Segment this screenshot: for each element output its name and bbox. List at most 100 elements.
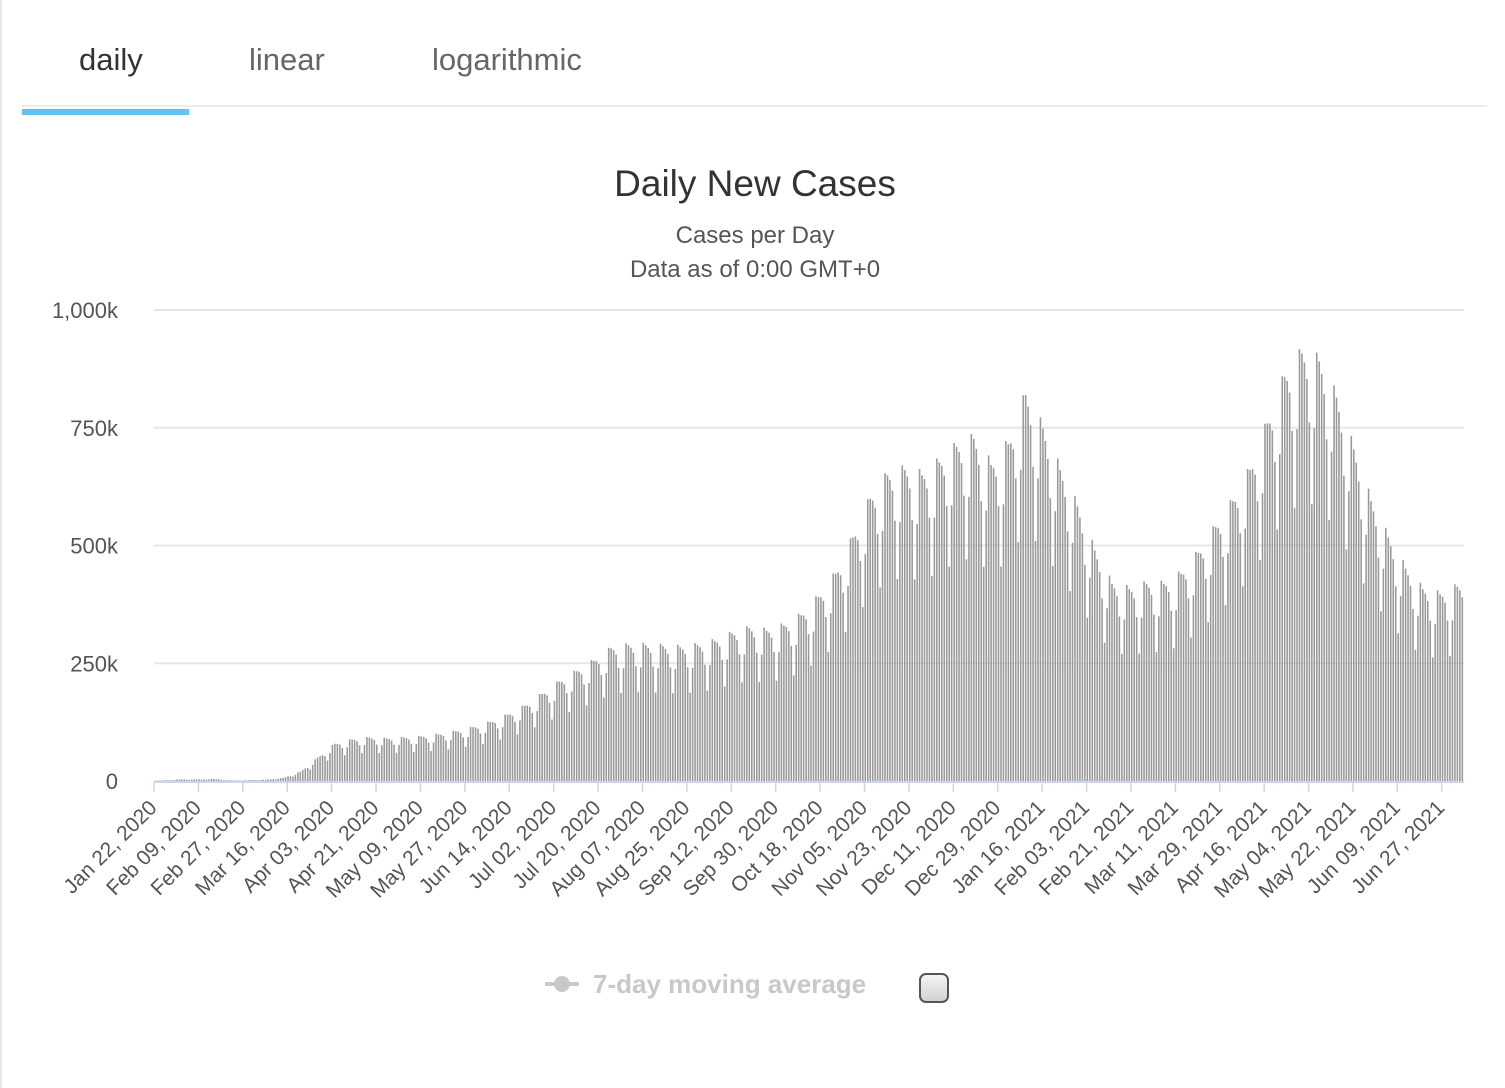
daily-bar — [528, 706, 531, 781]
daily-bar — [906, 476, 909, 781]
daily-bar — [1204, 578, 1207, 781]
daily-bar — [879, 587, 881, 781]
daily-bar — [612, 650, 615, 781]
daily-bar — [600, 674, 603, 781]
daily-bar — [166, 780, 168, 781]
daily-bar — [881, 530, 884, 781]
daily-bar — [393, 744, 395, 781]
daily-bar — [494, 723, 497, 781]
daily-bar — [548, 702, 551, 781]
daily-bar — [1239, 533, 1242, 781]
daily-bar — [1454, 584, 1456, 781]
daily-bar — [1293, 507, 1296, 781]
daily-bar — [889, 480, 891, 781]
daily-bar — [1163, 584, 1165, 781]
daily-bar — [975, 448, 978, 781]
daily-bar — [566, 693, 568, 781]
daily-bar — [294, 774, 297, 781]
tab-linear[interactable]: linear — [249, 42, 325, 77]
daily-bar — [378, 752, 381, 781]
daily-bar — [938, 462, 941, 781]
daily-bar — [250, 780, 252, 781]
daily-bar — [1032, 466, 1034, 781]
daily-bar — [662, 646, 664, 781]
daily-bar — [543, 693, 546, 781]
daily-bar — [1397, 633, 1399, 781]
moving-average-checkbox[interactable] — [919, 973, 949, 1003]
daily-bar — [366, 736, 368, 781]
daily-bar — [1133, 598, 1135, 781]
daily-bar — [183, 779, 186, 781]
daily-bar — [1451, 620, 1454, 781]
chart-subtitle-line-1: Cases per Day — [676, 222, 835, 249]
daily-bar — [726, 659, 728, 781]
daily-bar — [1217, 528, 1219, 781]
daily-bar — [1426, 601, 1429, 781]
tab-logarithmic[interactable]: logarithmic — [432, 42, 582, 77]
daily-bar — [521, 705, 524, 781]
daily-bar — [1172, 648, 1175, 781]
daily-bar — [450, 740, 452, 781]
daily-bar — [995, 476, 997, 781]
daily-bar — [1024, 395, 1027, 781]
daily-bar — [1229, 499, 1232, 781]
daily-bar — [171, 780, 173, 781]
daily-bar — [928, 517, 931, 781]
daily-bar — [1320, 374, 1323, 781]
daily-bar — [802, 615, 805, 781]
daily-bar — [1439, 594, 1441, 781]
daily-bar — [1281, 376, 1284, 781]
daily-bar — [679, 647, 682, 781]
daily-bar — [736, 640, 738, 781]
daily-bar — [459, 732, 462, 781]
daily-bar — [556, 681, 558, 781]
daily-bar — [398, 744, 400, 781]
daily-bar — [302, 769, 304, 781]
daily-bar — [284, 777, 287, 781]
daily-bar — [506, 714, 509, 781]
legend-item-moving-average[interactable]: 7-day moving average — [543, 964, 866, 1004]
daily-bar — [274, 779, 277, 781]
daily-bar — [487, 721, 489, 781]
daily-bar — [1308, 422, 1311, 781]
daily-bar — [1382, 568, 1385, 781]
daily-bar — [277, 778, 279, 781]
daily-bar — [457, 731, 460, 781]
daily-bar — [297, 772, 299, 781]
daily-bar — [1056, 458, 1059, 781]
daily-bar — [1461, 597, 1464, 781]
daily-bar — [866, 499, 869, 781]
daily-bar — [800, 615, 802, 781]
daily-bar — [400, 736, 403, 781]
daily-bar — [963, 495, 965, 781]
daily-bar — [1348, 491, 1350, 781]
daily-bar — [489, 721, 492, 781]
daily-bar — [445, 740, 447, 781]
daily-bar — [1227, 553, 1229, 781]
daily-bar — [514, 721, 516, 781]
daily-bar — [193, 779, 196, 781]
daily-bar — [1000, 566, 1002, 781]
daily-bar — [390, 740, 393, 781]
tab-daily[interactable]: daily — [79, 42, 143, 77]
daily-bar — [1212, 526, 1214, 781]
daily-bar — [773, 652, 775, 781]
daily-bar — [1187, 598, 1190, 781]
daily-bar — [792, 675, 795, 781]
daily-bar — [385, 738, 388, 781]
daily-bar — [1449, 656, 1451, 781]
daily-bar — [960, 462, 963, 781]
daily-bar — [943, 475, 946, 781]
daily-bar — [839, 575, 842, 781]
daily-bar — [413, 752, 415, 781]
daily-bar — [807, 634, 810, 781]
daily-bar — [242, 780, 245, 781]
daily-bar — [953, 443, 955, 781]
daily-bar — [1214, 527, 1217, 781]
daily-bar — [617, 667, 620, 781]
daily-bar — [1074, 496, 1076, 781]
daily-bar — [1389, 546, 1392, 781]
daily-bar — [669, 667, 672, 781]
daily-bar — [622, 668, 625, 781]
daily-bar — [901, 465, 904, 781]
